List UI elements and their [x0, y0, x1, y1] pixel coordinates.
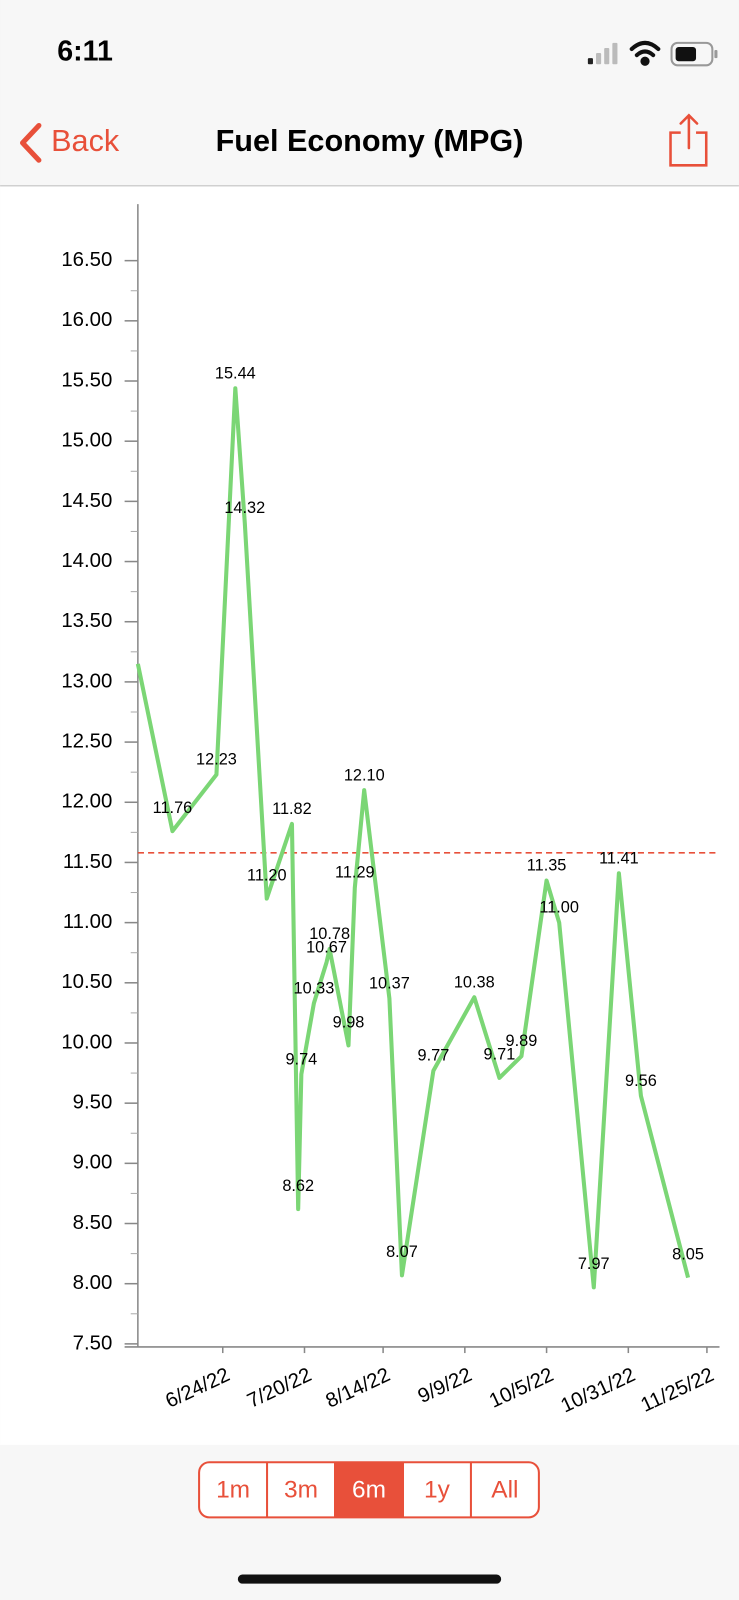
data-label: 10.37 — [369, 974, 410, 992]
data-label: 11.82 — [272, 800, 312, 818]
data-label: 9.74 — [285, 1050, 317, 1068]
y-tick-label: 16.00 — [61, 309, 112, 331]
status-time: 6:11 — [57, 36, 113, 68]
data-label: 12.10 — [344, 766, 385, 784]
data-label: 11.76 — [153, 799, 193, 817]
range-selector: 1m 3m 6m 1y All — [198, 1461, 540, 1519]
data-label: 8.05 — [672, 1246, 704, 1264]
data-label: 11.29 — [335, 864, 375, 882]
y-tick-label: 7.50 — [73, 1332, 113, 1354]
data-label: 11.20 — [247, 866, 287, 884]
data-label: 8.07 — [386, 1243, 418, 1261]
y-tick-label: 10.50 — [61, 971, 112, 993]
share-button[interactable] — [669, 113, 708, 167]
y-tick-label: 13.50 — [61, 610, 112, 632]
data-label: 10.78 — [309, 925, 350, 943]
y-tick-label: 10.00 — [61, 1031, 112, 1053]
y-tick-label: 11.00 — [63, 911, 113, 933]
back-button[interactable]: Back — [20, 122, 120, 163]
data-label: 11.35 — [527, 857, 567, 875]
data-label: 11.41 — [599, 849, 639, 867]
range-option[interactable]: 1m — [216, 1476, 250, 1503]
y-tick-label: 13.00 — [61, 670, 112, 692]
data-label: 9.98 — [333, 1013, 365, 1031]
y-tick-label: 14.50 — [61, 490, 112, 512]
data-label: 14.32 — [224, 499, 265, 517]
data-label: 10.33 — [294, 979, 335, 997]
data-label: 10.38 — [454, 973, 495, 991]
y-tick-label: 11.50 — [63, 851, 113, 873]
header-bg — [0, 0, 739, 186]
nav-title: Fuel Economy (MPG) — [216, 124, 524, 158]
y-tick-label: 12.50 — [61, 730, 112, 752]
range-option[interactable]: All — [491, 1476, 518, 1503]
chart-bg — [0, 185, 739, 1445]
y-tick-label: 8.50 — [73, 1212, 113, 1234]
y-tick-label: 8.00 — [73, 1272, 113, 1294]
wifi-icon — [629, 40, 661, 66]
y-tick-label: 16.50 — [61, 249, 112, 271]
data-label: 12.23 — [196, 751, 237, 769]
back-label[interactable]: Back — [51, 124, 120, 158]
data-label: 15.44 — [215, 364, 256, 382]
y-tick-label: 12.00 — [61, 791, 112, 813]
data-label: 10.67 — [306, 938, 347, 956]
range-option[interactable]: 1y — [424, 1476, 451, 1503]
data-label: 8.62 — [282, 1177, 314, 1195]
y-tick-label: 14.00 — [61, 550, 112, 572]
y-tick-label: 15.50 — [61, 369, 112, 391]
range-selected[interactable] — [335, 1462, 403, 1518]
data-label: 11.00 — [539, 899, 579, 917]
data-label: 9.56 — [625, 1072, 657, 1090]
range-option[interactable]: 3m — [284, 1476, 318, 1503]
data-label: 7.97 — [578, 1255, 610, 1273]
data-label: 9.71 — [484, 1046, 516, 1064]
y-tick-label: 15.00 — [61, 430, 112, 452]
y-tick-label: 9.00 — [73, 1152, 113, 1174]
y-tick-label: 9.50 — [73, 1092, 113, 1114]
fuel-line — [135, 386, 691, 1290]
range-option[interactable]: 6m — [352, 1476, 386, 1503]
signal-icon — [587, 42, 618, 65]
data-label: 9.77 — [418, 1047, 450, 1065]
battery-icon — [670, 41, 718, 67]
back-chevron[interactable] — [20, 122, 42, 163]
home-indicator — [237, 1574, 502, 1584]
data-label: 9.89 — [506, 1032, 538, 1050]
